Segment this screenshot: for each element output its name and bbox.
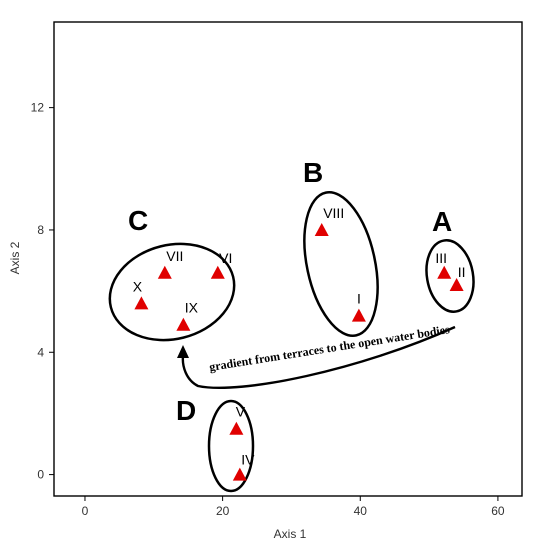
y-tick-label: 4	[37, 345, 44, 359]
cluster-a-ellipse	[425, 239, 475, 313]
gradient-annotation: gradient from terraces to the open water…	[208, 322, 451, 374]
x-tick-label: 40	[354, 504, 368, 518]
y-tick-label: 8	[37, 223, 44, 237]
x-tick-label: 60	[491, 504, 505, 518]
gradient-arrow	[181, 325, 456, 389]
y-tick-label: 0	[37, 468, 44, 482]
y-tick-label: 12	[31, 101, 45, 115]
x-tick-label: 0	[82, 504, 89, 518]
cluster-d-ellipse	[207, 399, 255, 493]
point-marker-ii	[449, 277, 464, 291]
gradient-arrow-head	[177, 345, 189, 358]
point-label-ix: IX	[185, 300, 199, 316]
point-label-v: V	[236, 404, 246, 420]
point-marker-viii	[314, 222, 329, 236]
point-marker-iii	[437, 265, 452, 279]
x-tick-label: 20	[216, 504, 230, 518]
point-marker-v	[229, 421, 244, 435]
point-marker-i	[351, 308, 366, 322]
cluster-c-ellipse	[108, 242, 236, 342]
point-label-vii: VII	[166, 248, 183, 264]
point-label-iii: III	[435, 250, 447, 266]
point-label-vi: VI	[219, 250, 232, 266]
group-label-d: D	[176, 395, 196, 426]
x-axis: 0 20 40 60	[82, 496, 505, 518]
point-label-i: I	[357, 291, 361, 307]
y-axis: 0 4 8 12	[31, 101, 54, 482]
point-marker-vii	[157, 265, 172, 279]
point-marker-ix	[176, 317, 191, 331]
point-marker-x	[134, 296, 149, 310]
y-axis-title: Axis 2	[8, 241, 22, 274]
group-label-a: A	[432, 206, 452, 237]
point-label-viii: VIII	[323, 205, 344, 221]
point-label-x: X	[133, 278, 143, 294]
plot-frame	[53, 21, 523, 497]
point-marker-vi	[210, 265, 225, 279]
group-label-b: B	[303, 157, 323, 188]
point-label-iv: IV	[241, 452, 255, 468]
point-label-ii: II	[458, 264, 466, 280]
group-label-c: C	[128, 205, 148, 236]
x-axis-title: Axis 1	[274, 527, 307, 541]
point-marker-iv	[232, 467, 247, 481]
cluster-b-ellipse	[303, 190, 379, 338]
